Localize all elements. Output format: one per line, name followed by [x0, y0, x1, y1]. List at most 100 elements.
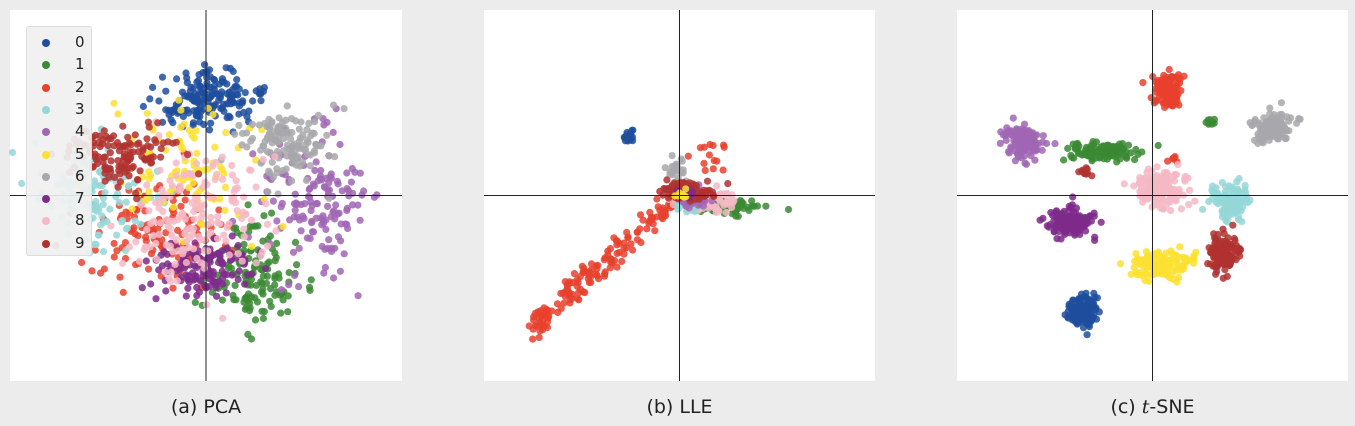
- point-class-0: [241, 89, 249, 97]
- point-class-8: [246, 166, 254, 174]
- point-class-6: [314, 142, 322, 150]
- point-class-1: [1092, 148, 1100, 156]
- point-class-1: [1154, 141, 1162, 150]
- point-class-2: [564, 286, 572, 294]
- point-class-9: [157, 153, 165, 161]
- point-class-2: [110, 239, 118, 248]
- point-class-8: [218, 175, 227, 183]
- point-class-7: [234, 275, 242, 284]
- point-class-9: [184, 151, 192, 159]
- point-class-2: [91, 246, 99, 254]
- point-class-9: [129, 148, 137, 156]
- point-class-6: [661, 164, 669, 172]
- point-class-6: [292, 161, 300, 169]
- point-class-0: [189, 119, 197, 127]
- point-class-9: [157, 145, 165, 153]
- point-class-7: [182, 292, 190, 300]
- point-class-1: [293, 261, 301, 269]
- point-class-0: [155, 97, 163, 105]
- legend-item-8: 8: [27, 210, 91, 232]
- legend-item-4: 4: [27, 121, 91, 143]
- point-class-6: [268, 158, 276, 166]
- point-class-5: [1183, 254, 1191, 262]
- point-class-3: [8, 148, 17, 157]
- point-class-1: [276, 291, 284, 299]
- point-class-2: [88, 267, 96, 275]
- point-class-9: [136, 167, 144, 175]
- point-class-5: [1190, 256, 1198, 264]
- legend-label: 6: [75, 166, 85, 185]
- point-class-1: [271, 257, 279, 265]
- point-class-9: [96, 143, 104, 151]
- point-class-2: [142, 237, 150, 245]
- point-class-5: [1175, 273, 1183, 281]
- point-class-0: [1073, 310, 1081, 318]
- point-class-2: [78, 258, 86, 267]
- point-class-4: [289, 248, 298, 256]
- point-class-2: [604, 251, 612, 259]
- point-class-8: [207, 213, 215, 221]
- point-class-8: [145, 207, 153, 215]
- point-class-0: [187, 83, 195, 91]
- point-class-8: [189, 225, 197, 233]
- point-class-7: [147, 280, 155, 288]
- point-class-2: [97, 269, 105, 277]
- legend-label: 4: [75, 122, 85, 141]
- point-class-2: [1163, 85, 1171, 93]
- point-class-8: [219, 314, 227, 322]
- point-class-8: [1120, 180, 1128, 188]
- point-class-2: [636, 211, 645, 219]
- point-class-3: [131, 217, 139, 225]
- point-class-4: [331, 215, 339, 223]
- point-class-6: [666, 168, 674, 176]
- legend-item-2: 2: [27, 77, 91, 99]
- point-class-1: [229, 291, 237, 299]
- point-class-1: [1109, 143, 1117, 151]
- point-class-6: [274, 190, 282, 198]
- point-class-5: [222, 129, 230, 137]
- point-class-0: [234, 91, 242, 99]
- point-class-2: [578, 262, 586, 270]
- points-layer: [996, 65, 1304, 339]
- legend-marker: [42, 105, 50, 114]
- point-class-1: [259, 314, 267, 323]
- point-class-8: [230, 187, 238, 196]
- point-class-9: [121, 143, 130, 151]
- point-class-6: [1277, 99, 1285, 107]
- point-class-6: [266, 169, 274, 177]
- point-class-8: [135, 257, 144, 265]
- point-class-8: [233, 207, 241, 215]
- point-class-8: [1141, 174, 1149, 182]
- pca-caption-text: (a) PCA: [170, 396, 242, 418]
- point-class-0: [212, 89, 220, 97]
- point-class-0: [146, 95, 154, 103]
- point-class-7: [1091, 233, 1099, 241]
- point-class-5: [1162, 249, 1170, 257]
- point-class-8: [272, 227, 280, 235]
- point-class-3: [99, 201, 107, 209]
- legend-label: 3: [75, 99, 85, 118]
- legend-marker: [42, 150, 50, 159]
- point-class-2: [633, 228, 642, 236]
- point-class-2: [542, 311, 550, 319]
- point-class-8: [174, 247, 182, 255]
- point-class-8: [234, 250, 242, 258]
- point-class-1: [265, 258, 273, 266]
- point-class-1: [231, 281, 239, 289]
- point-class-0: [149, 83, 157, 91]
- point-class-2: [561, 292, 569, 300]
- point-class-9: [110, 142, 118, 150]
- point-class-8: [203, 301, 211, 309]
- point-class-8: [137, 201, 145, 209]
- point-class-0: [139, 102, 147, 111]
- point-class-0: [194, 99, 202, 107]
- point-class-3: [122, 225, 130, 233]
- point-class-9: [128, 164, 136, 172]
- point-class-4: [1005, 149, 1013, 157]
- legend-label: 2: [75, 77, 85, 96]
- point-class-7: [220, 270, 228, 278]
- point-class-8: [225, 220, 233, 228]
- point-class-2: [1161, 103, 1169, 111]
- point-class-0: [252, 87, 260, 95]
- point-class-3: [1236, 199, 1244, 207]
